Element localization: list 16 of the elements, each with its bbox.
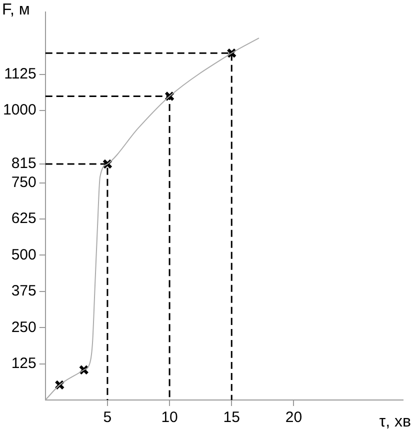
- y-tick-label: 375: [11, 282, 36, 300]
- y-tick-label: 750: [11, 174, 36, 191]
- x-tick-label: 5: [103, 409, 112, 426]
- y-tick-label: 1125: [4, 65, 36, 82]
- y-tick-label: 1000: [2, 102, 36, 119]
- line-series: [45, 38, 260, 400]
- y-tick-label: 500: [11, 246, 36, 264]
- y-tick-label: 625: [11, 210, 36, 228]
- y-tick-label: 125: [11, 354, 36, 372]
- y-tick-label: 250: [11, 318, 36, 336]
- x-tick-label: 15: [223, 409, 240, 426]
- y-axis-title: F, м: [2, 1, 30, 18]
- y-tick-label: 815: [11, 155, 36, 172]
- x-tick-label: 10: [161, 409, 178, 426]
- x-axis-title: τ, хв: [379, 413, 411, 430]
- x-tick-label: 20: [285, 409, 302, 426]
